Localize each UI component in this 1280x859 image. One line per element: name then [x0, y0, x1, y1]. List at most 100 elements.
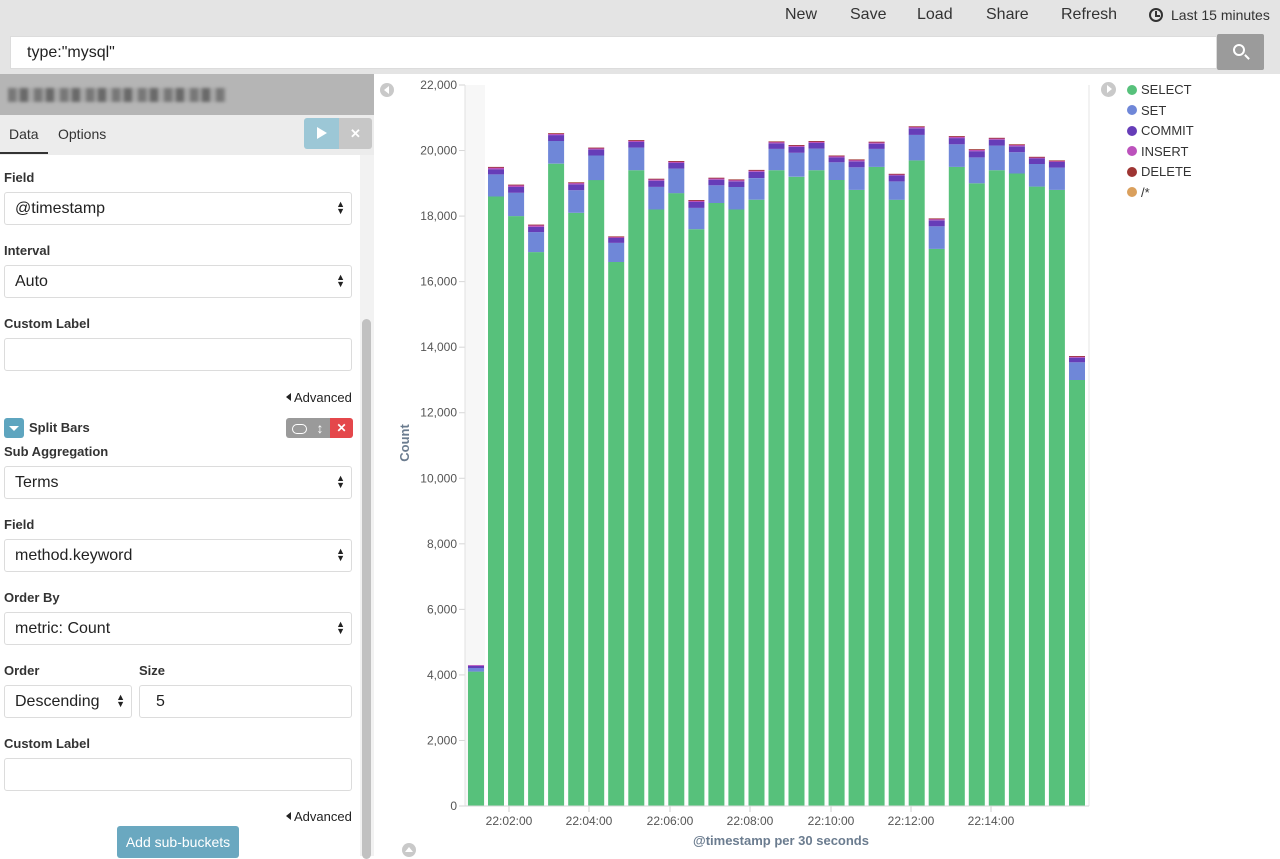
bar-segment-set[interactable] — [1048, 167, 1065, 190]
bar-segment-insert[interactable] — [948, 136, 965, 139]
bar-segment-insert[interactable] — [568, 182, 585, 185]
legend-item[interactable]: COMMIT — [1127, 123, 1194, 138]
bar-segment-insert[interactable] — [588, 147, 605, 150]
bar-segment-select[interactable] — [708, 203, 725, 806]
bar-segment-commit[interactable] — [1069, 357, 1085, 363]
bar-segment-select[interactable] — [948, 166, 965, 806]
bar-segment-set[interactable] — [788, 152, 805, 177]
bar-segment-commit[interactable] — [988, 139, 1005, 146]
refresh-button[interactable]: Refresh — [1061, 6, 1118, 23]
bar-segment-select[interactable] — [808, 170, 825, 806]
bar-segment-insert[interactable] — [1048, 160, 1065, 162]
custom-label2-input[interactable] — [4, 758, 352, 791]
bar-segment-select[interactable] — [568, 212, 585, 807]
bar-segment-delete[interactable] — [848, 159, 865, 161]
bar-segment-set[interactable] — [548, 141, 565, 164]
bar-segment-commit[interactable] — [928, 220, 945, 227]
bar-segment-commit[interactable] — [468, 665, 484, 668]
share-button[interactable]: Share — [986, 6, 1029, 23]
bar-segment-delete[interactable] — [568, 182, 585, 184]
sidebar-scroll-thumb[interactable] — [362, 319, 371, 859]
bar-segment-set[interactable] — [588, 155, 605, 181]
remove-agg-button[interactable]: ✕ — [330, 418, 353, 438]
bar-segment-commit[interactable] — [728, 181, 745, 187]
bar-segment-insert[interactable] — [988, 138, 1005, 140]
bar-segment-set[interactable] — [708, 185, 725, 203]
bar-segment-select[interactable] — [468, 671, 484, 806]
bar-segment-select[interactable] — [1069, 380, 1085, 806]
move-agg-handle[interactable]: ↕ — [310, 418, 330, 438]
bar-segment-delete[interactable] — [808, 141, 825, 142]
bar-segment-insert[interactable] — [788, 145, 805, 147]
bar-segment-commit[interactable] — [568, 184, 585, 191]
bar-segment-delete[interactable] — [488, 166, 504, 168]
bar-segment-select[interactable] — [588, 180, 605, 806]
bar-segment-insert[interactable] — [768, 141, 785, 144]
bar-segment-select[interactable] — [848, 189, 865, 806]
bar-segment-insert[interactable] — [1069, 356, 1085, 358]
bar-segment-insert[interactable] — [1028, 157, 1045, 159]
discard-button[interactable]: ✕ — [339, 118, 372, 149]
tab-data[interactable]: Data — [9, 126, 39, 142]
toggle-agg-button[interactable] — [286, 418, 310, 438]
bar-segment-commit[interactable] — [968, 151, 985, 158]
bar-segment-delete[interactable] — [1048, 160, 1065, 162]
bar-segment-select[interactable] — [1008, 173, 1025, 807]
bar-segment-commit[interactable] — [688, 202, 705, 208]
bar-segment-insert[interactable] — [608, 236, 625, 238]
toggle-legend-button[interactable] — [1101, 82, 1116, 97]
bar-segment-select[interactable] — [688, 229, 705, 806]
bar-segment-commit[interactable] — [608, 238, 625, 243]
bar-segment-delete[interactable] — [548, 133, 565, 134]
bar-segment-select[interactable] — [768, 170, 785, 806]
bar-segment-commit[interactable] — [848, 161, 865, 168]
apply-button[interactable] — [304, 118, 339, 149]
toggle-spy-panel-button[interactable] — [402, 843, 416, 857]
bar-segment-select[interactable] — [608, 262, 625, 806]
bar-segment-select[interactable] — [508, 216, 525, 807]
bar-segment-delete[interactable] — [588, 147, 605, 149]
bar-segment-delete[interactable] — [668, 161, 685, 162]
bar-segment-select[interactable] — [828, 180, 845, 806]
bar-segment-insert[interactable] — [828, 155, 845, 158]
bar-segment-delete[interactable] — [628, 140, 645, 141]
legend-item[interactable]: SELECT — [1127, 82, 1192, 97]
bar-segment-set[interactable] — [1028, 164, 1045, 187]
bar-segment-set[interactable] — [868, 148, 885, 167]
bar-segment-select[interactable] — [888, 199, 905, 806]
bar-segment-set[interactable] — [508, 192, 525, 217]
bar-segment-set[interactable] — [808, 148, 825, 171]
bar-segment-select[interactable] — [728, 209, 745, 807]
bar-segment-insert[interactable] — [908, 126, 925, 129]
bar-segment-delete[interactable] — [708, 177, 725, 179]
bar-segment-delete[interactable] — [948, 136, 965, 137]
bar-segment-set[interactable] — [628, 147, 645, 171]
bar-segment-commit[interactable] — [508, 186, 525, 193]
bar-segment-set[interactable] — [1008, 152, 1025, 174]
bar-segment-set[interactable] — [468, 668, 484, 672]
legend-item[interactable]: SET — [1127, 103, 1166, 118]
bar-segment-set[interactable] — [748, 178, 765, 200]
bar-segment-delete[interactable] — [768, 141, 785, 143]
bar-segment-set[interactable] — [648, 186, 665, 210]
bar-segment-insert[interactable] — [868, 142, 885, 144]
bar-segment-delete[interactable] — [528, 224, 545, 226]
split-bars-collapse-button[interactable] — [4, 418, 24, 438]
bar-segment-delete[interactable] — [728, 179, 745, 181]
bar-segment-select[interactable] — [788, 176, 805, 807]
bar-segment-insert[interactable] — [648, 179, 665, 181]
bar-segment-commit[interactable] — [1048, 162, 1065, 168]
bar-segment-insert[interactable] — [748, 170, 765, 172]
bar-segment-set[interactable] — [1069, 362, 1085, 380]
legend-item[interactable]: /* — [1127, 185, 1150, 200]
bar-segment-delete[interactable] — [1008, 144, 1025, 146]
bar-segment-set[interactable] — [488, 174, 504, 197]
bar-segment-insert[interactable] — [468, 665, 484, 666]
bar-segment-delete[interactable] — [908, 126, 925, 128]
bar-segment-set[interactable] — [608, 243, 625, 262]
bar-segment-insert[interactable] — [728, 179, 745, 182]
bar-segment-insert[interactable] — [508, 185, 525, 187]
bar-segment-commit[interactable] — [528, 226, 545, 233]
size-input[interactable]: 5 — [139, 685, 352, 718]
search-button[interactable] — [1217, 34, 1264, 70]
